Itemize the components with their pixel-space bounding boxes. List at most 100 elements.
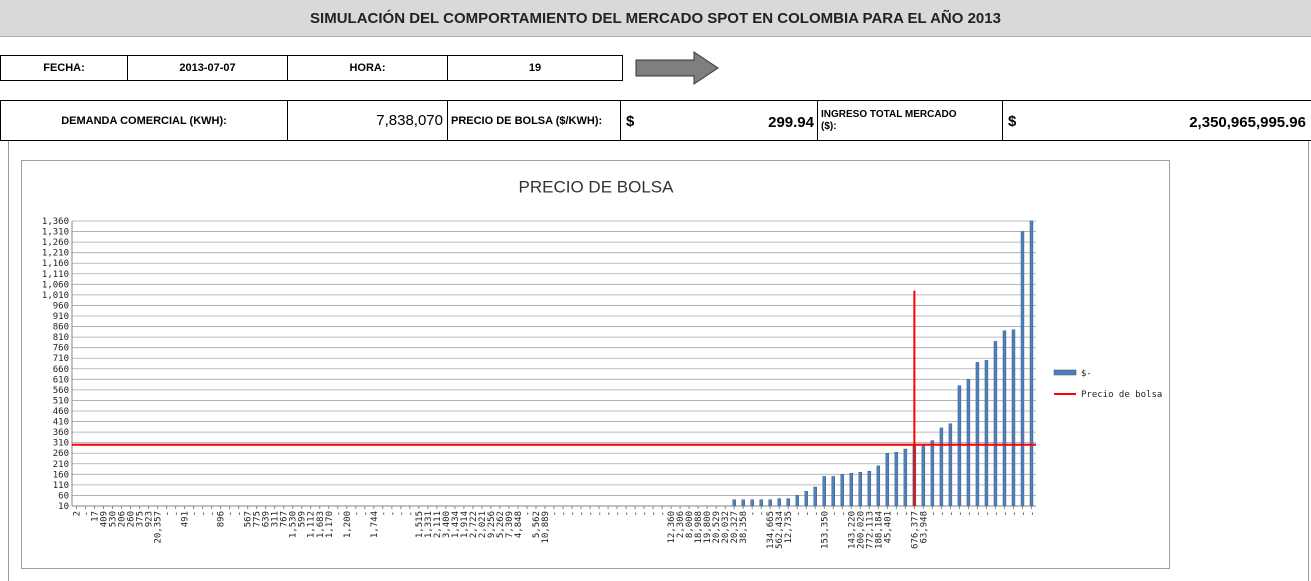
x-tick-label: 1,744 xyxy=(370,511,380,538)
x-tick-label: 409 xyxy=(100,511,110,527)
y-tick-label: 1,060 xyxy=(42,280,69,290)
y-tick-label: 10 xyxy=(58,502,69,512)
x-tick-label: - xyxy=(982,511,992,516)
bar xyxy=(921,444,926,506)
y-tick-label: 560 xyxy=(53,386,69,396)
bar xyxy=(858,472,863,506)
x-tick-label: 1,200 xyxy=(343,511,353,538)
bar xyxy=(903,448,908,506)
x-tick-label: - xyxy=(838,511,848,516)
hora-label: HORA: xyxy=(287,55,448,81)
x-tick-label: - xyxy=(613,511,623,516)
x-tick-label: 20,529 xyxy=(712,511,722,544)
x-tick-label: - xyxy=(397,511,407,516)
bar xyxy=(930,440,935,506)
x-tick-label: 9,256 xyxy=(487,511,497,538)
bar xyxy=(894,451,899,506)
y-tick-label: 410 xyxy=(53,418,69,428)
x-tick-label: 2 xyxy=(73,511,83,516)
x-tick-label: 8,000 xyxy=(685,511,695,538)
x-tick-label: - xyxy=(811,511,821,516)
x-tick-label: 2,306 xyxy=(676,511,686,538)
x-tick-label: - xyxy=(946,511,956,516)
x-tick-label: 567 xyxy=(244,511,254,527)
x-tick-label: - xyxy=(172,511,182,516)
x-tick-label: - xyxy=(208,511,218,516)
bar xyxy=(1002,330,1007,506)
x-tick-label: - xyxy=(1018,511,1028,516)
x-tick-label: 311 xyxy=(271,511,281,527)
demanda: 7,838,070 xyxy=(287,100,448,141)
y-tick-label: 110 xyxy=(53,481,69,491)
x-tick-label: 19,800 xyxy=(703,511,713,544)
x-tick-label: - xyxy=(748,511,758,516)
x-tick-label: - xyxy=(352,511,362,516)
x-tick-label: - xyxy=(199,511,209,516)
legend-label: Precio de bolsa xyxy=(1081,390,1162,400)
x-tick-label: - xyxy=(82,511,92,516)
bar xyxy=(1020,231,1025,506)
x-tick-label: 1,530 xyxy=(289,511,299,538)
x-tick-label: - xyxy=(604,511,614,516)
x-tick-label: 7,309 xyxy=(505,511,515,538)
ingreso-label-text: INGRESO TOTAL MERCADO ($): xyxy=(821,108,957,132)
ingreso: 2,350,965,995.96 xyxy=(1189,114,1306,131)
x-tick-label: - xyxy=(568,511,578,516)
sheet-border xyxy=(8,141,1309,581)
x-tick-label: - xyxy=(388,511,398,516)
y-tick-label: 610 xyxy=(53,375,69,385)
x-tick-label: - xyxy=(550,511,560,516)
x-tick-label: 260 xyxy=(127,511,137,527)
bar xyxy=(732,499,736,506)
bar xyxy=(867,470,872,506)
bar xyxy=(822,476,826,506)
x-tick-label: - xyxy=(649,511,659,516)
x-tick-label: - xyxy=(955,511,965,516)
x-tick-label: - xyxy=(892,511,902,516)
ingreso-cell xyxy=(1002,100,1311,141)
x-tick-label: - xyxy=(406,511,416,516)
y-tick-label: 1,260 xyxy=(42,238,69,248)
legend-label: $- xyxy=(1081,369,1092,379)
fecha-label: FECHA: xyxy=(0,55,128,81)
bar xyxy=(975,362,980,506)
bar xyxy=(957,385,962,506)
y-tick-label: 160 xyxy=(53,470,69,480)
x-tick-label: 676,377 xyxy=(910,511,920,549)
x-tick-label: 4,848 xyxy=(514,511,524,538)
x-tick-label: 200,020 xyxy=(856,511,866,549)
y-tick-label: 460 xyxy=(53,407,69,417)
x-tick-label: 188,184 xyxy=(874,511,884,549)
bar xyxy=(984,360,989,506)
x-tick-label: 1,170 xyxy=(325,511,335,538)
x-tick-label: - xyxy=(991,511,1001,516)
x-tick-label: 45,401 xyxy=(883,511,893,544)
ingreso-currency: $ xyxy=(1008,113,1017,130)
hora: 19 xyxy=(447,55,623,81)
y-tick-label: 910 xyxy=(53,312,69,322)
y-tick-label: 810 xyxy=(53,333,69,343)
y-tick-label: 710 xyxy=(53,354,69,364)
x-tick-label: 12,360 xyxy=(667,511,677,544)
y-tick-label: 60 xyxy=(58,491,69,501)
x-tick-label: - xyxy=(190,511,200,516)
x-tick-label: 2,021 xyxy=(478,511,488,538)
x-tick-label: 5,262 xyxy=(496,511,506,538)
x-tick-label: 12,735 xyxy=(784,511,794,544)
x-tick-label: - xyxy=(595,511,605,516)
x-tick-label: - xyxy=(901,511,911,516)
precio-label: PRECIO DE BOLSA ($/KWH): xyxy=(447,100,621,141)
x-tick-label: 775 xyxy=(253,511,263,527)
x-tick-label: - xyxy=(1000,511,1010,516)
y-tick-label: 1,360 xyxy=(42,217,69,227)
x-tick-label: - xyxy=(577,511,587,516)
y-tick-label: 1,210 xyxy=(42,249,69,259)
x-tick-label: 20,327 xyxy=(730,511,740,544)
x-tick-label: 63,948 xyxy=(919,511,929,544)
ingreso-label: INGRESO TOTAL MERCADO ($): xyxy=(817,100,1003,141)
x-tick-label: 20,357 xyxy=(154,511,164,544)
bar xyxy=(993,341,998,506)
x-tick-label: - xyxy=(334,511,344,516)
x-tick-label: - xyxy=(622,511,632,516)
